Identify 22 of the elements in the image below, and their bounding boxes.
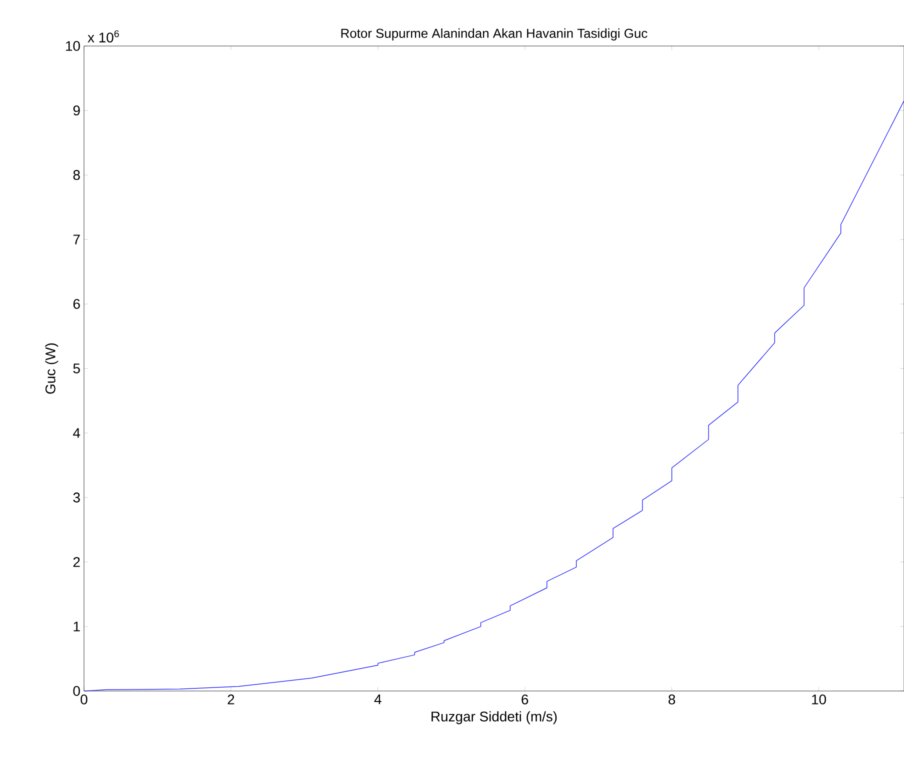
line-series bbox=[84, 100, 904, 692]
x-tick-label: 0 bbox=[80, 694, 88, 704]
x-tick-label: 6 bbox=[522, 694, 528, 704]
x-tick-label: 2 bbox=[228, 694, 234, 704]
y-tick-label: 6 bbox=[73, 299, 80, 309]
text: x 10$^{6}$ bbox=[88, 30, 119, 42]
y-tick-label: 0 bbox=[73, 686, 80, 696]
chart-title: Rotor Supurme Alanindan Akan Havanin Tasidigi Guc bbox=[341, 28, 648, 40]
y-tick-label: 2 bbox=[73, 557, 80, 567]
y-tick-label: 4 bbox=[73, 428, 80, 438]
y-tick-label: 1 bbox=[74, 622, 80, 632]
x-tick-label: 8 bbox=[668, 694, 676, 704]
y-tick-label: 10 bbox=[66, 41, 80, 51]
x-axis-title: Ruzgar Siddeti (m/s) bbox=[432, 711, 557, 724]
x-tick-label: 10 bbox=[812, 694, 826, 704]
x-tick-label: 4 bbox=[374, 694, 382, 704]
y-tick-label: 3 bbox=[73, 492, 80, 502]
y-tick-label: 9 bbox=[73, 106, 80, 116]
y-tick-label: 5 bbox=[73, 364, 80, 374]
y-tick-label: 8 bbox=[73, 170, 80, 180]
y-axis-title: Guc (W) bbox=[45, 343, 58, 394]
y-tick-label: 7 bbox=[73, 234, 80, 244]
